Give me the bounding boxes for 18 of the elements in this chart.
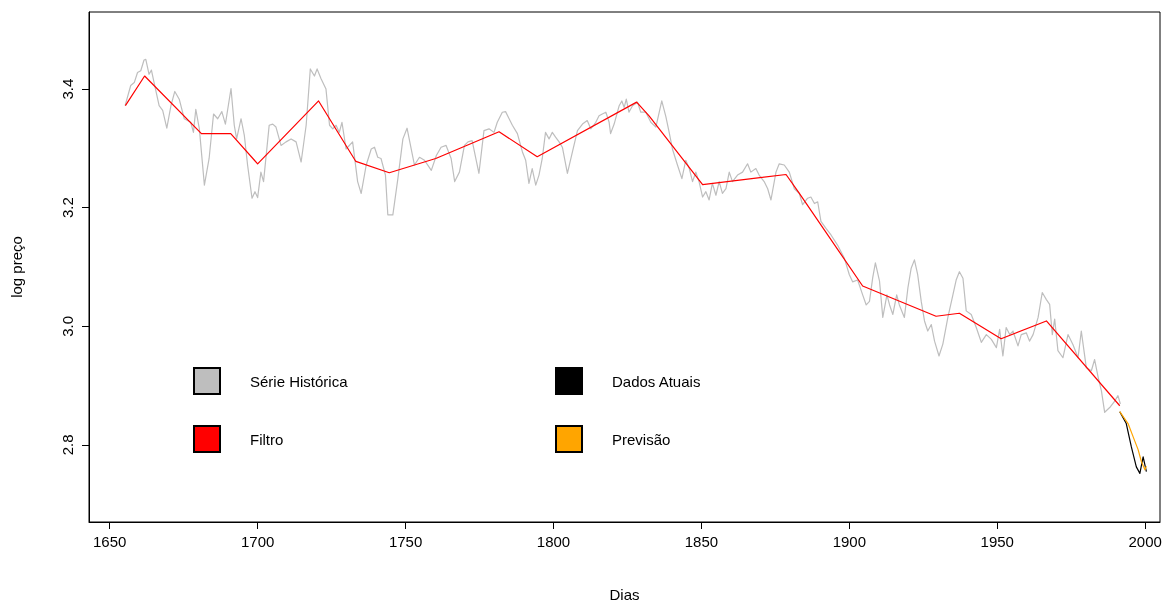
x-tick-label: 1850 bbox=[684, 533, 719, 550]
x-tick-label: 1950 bbox=[980, 533, 1014, 550]
x-tick-label: 1750 bbox=[388, 533, 423, 550]
legend-label: Dados Atuais bbox=[612, 372, 701, 390]
legend-label: Série Histórica bbox=[250, 372, 349, 390]
y-tick-label: 3.0 bbox=[59, 315, 76, 337]
x-tick-label: 1700 bbox=[240, 533, 275, 550]
legend-label: Filtro bbox=[250, 430, 284, 448]
y-tick-label: 2.8 bbox=[59, 434, 76, 456]
y-tick-label: 3.2 bbox=[59, 197, 76, 219]
x-tick-label: 2000 bbox=[1128, 533, 1162, 550]
x-tick-label: 1900 bbox=[832, 533, 867, 550]
x-axis-title: Dias bbox=[609, 586, 640, 603]
x-tick-label: 1800 bbox=[536, 533, 571, 550]
legend-label: Previsão bbox=[612, 430, 671, 448]
y-tick-label: 3.4 bbox=[59, 78, 76, 100]
y-axis-title: log preço bbox=[8, 236, 25, 298]
x-tick-label: 1650 bbox=[93, 533, 127, 550]
